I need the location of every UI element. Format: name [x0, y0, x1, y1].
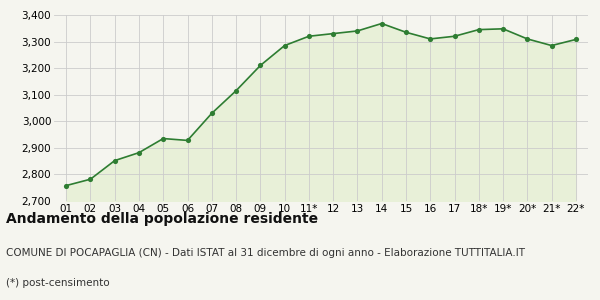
Point: [328, 31, 338, 36]
Point: [450, 34, 460, 39]
Point: [377, 21, 386, 26]
Point: [474, 27, 484, 32]
Point: [134, 150, 144, 155]
Point: [498, 26, 508, 31]
Point: [353, 28, 362, 33]
Point: [523, 37, 532, 41]
Point: [425, 37, 435, 41]
Point: [231, 88, 241, 93]
Point: [86, 177, 95, 182]
Point: [401, 30, 411, 35]
Point: [280, 43, 289, 48]
Point: [207, 111, 217, 116]
Point: [110, 158, 119, 163]
Point: [182, 138, 192, 143]
Point: [61, 183, 71, 188]
Text: COMUNE DI POCAPAGLIA (CN) - Dati ISTAT al 31 dicembre di ogni anno - Elaborazion: COMUNE DI POCAPAGLIA (CN) - Dati ISTAT a…: [6, 248, 525, 257]
Point: [158, 136, 168, 141]
Text: (*) post-censimento: (*) post-censimento: [6, 278, 110, 287]
Point: [256, 63, 265, 68]
Point: [304, 34, 314, 39]
Point: [571, 37, 581, 42]
Text: Andamento della popolazione residente: Andamento della popolazione residente: [6, 212, 318, 226]
Point: [547, 43, 556, 48]
